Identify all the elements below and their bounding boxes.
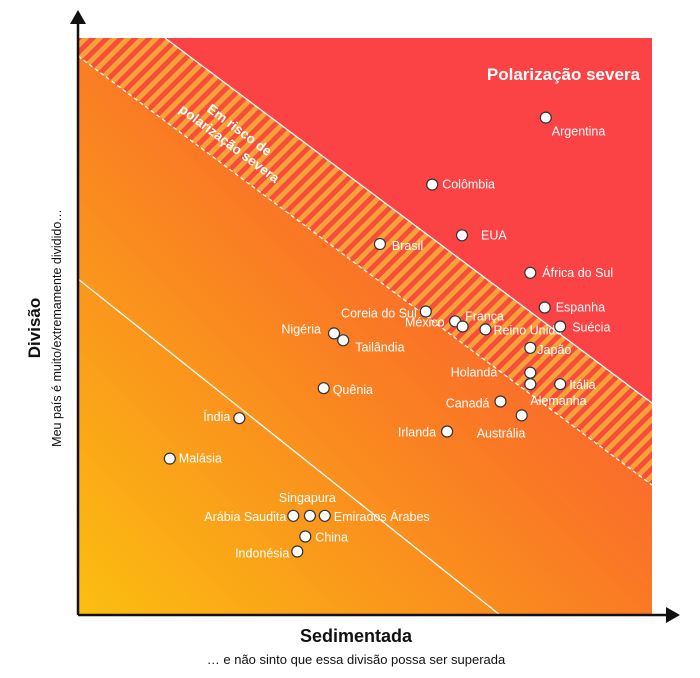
point-marker [287,509,300,522]
point-mexico: México [405,316,469,333]
point-quenia: Quênia [317,382,373,397]
point-suecia: Suécia [554,320,610,335]
point-africa-do-sul: África do Sul [524,265,613,280]
point-marker [554,320,567,333]
point-label: México [405,316,445,330]
point-label: Holanda [451,366,498,380]
point-china: China [299,530,348,545]
point-marker [299,530,312,543]
point-label: Malásia [179,452,222,466]
point-italia: Itália [554,378,596,392]
point-espanha: Espanha [538,301,605,315]
point-india: Índia [203,409,246,425]
x-axis-subtitle: … e não sinto que essa divisão possa ser… [207,652,506,667]
point-label: Brasil [392,239,423,253]
point-marker [426,178,439,191]
point-nigeria: Nigéria [281,322,341,340]
point-irlanda: Irlanda [398,425,454,440]
point-label: Nigéria [281,322,321,336]
point-marker [524,341,537,354]
y-axis-title: Divisão [25,298,44,358]
point-label: EUA [481,228,507,242]
point-colombia: Colômbia [426,178,495,192]
point-label: Espanha [556,301,605,315]
point-marker [479,323,492,336]
point-tailandia: Tailândia [337,334,405,354]
point-marker [303,509,316,522]
risk-band-upper-edge [164,37,653,404]
point-marker [337,334,350,347]
point-indonesia: Indonésia [235,545,304,561]
point-label: Argentina [552,125,606,139]
point-marker [524,366,537,379]
point-marker [318,509,331,522]
point-marker [538,301,551,314]
point-label: Canadá [446,397,490,411]
point-marker [539,111,552,124]
point-marker [291,545,304,558]
point-label: Austrália [477,426,526,440]
point-label: Reino Unido [494,323,563,337]
point-label: Suécia [572,321,610,335]
point-marker [524,378,537,391]
point-label: Itália [569,378,595,392]
point-label: Colômbia [442,178,495,192]
points-layer: Argentina Colômbia EUA Brasil África do Sul E… [163,111,613,561]
point-japao: Japão [524,341,571,357]
point-argentina: Argentina [539,111,606,139]
point-holanda: Holanda [451,366,537,380]
point-marker [554,378,567,391]
point-arabia-saudita: Arábia Saudita [204,509,300,524]
point-label: Quênia [333,383,373,397]
point-singapura: Singapura [279,491,336,522]
point-brasil: Brasil [373,237,423,253]
point-malasia: Malásia [163,452,222,466]
point-emirados-arabes: Emirados Árabes [318,509,430,524]
point-canada: Canadá [446,395,507,411]
point-marker [233,412,246,425]
point-marker [317,382,330,395]
point-franca: França [449,309,504,328]
point-marker [515,409,528,422]
point-label: Indonésia [235,547,289,561]
risk-band [78,38,652,485]
point-marker [373,237,386,251]
point-label: França [465,309,504,323]
axes [70,10,680,623]
point-label: Alemanha [530,394,586,408]
point-marker [524,266,537,279]
x-axis-arrow [666,607,680,623]
point-label: Irlanda [398,426,436,440]
point-reino-unido: Reino Unido [479,323,563,337]
point-label: Arábia Saudita [204,510,286,524]
y-axis-subtitle: Meu país é muito/extremamente dividido… [50,209,64,447]
point-label: China [315,531,348,545]
point-marker [455,229,469,242]
point-label: Emirados Árabes [334,509,430,524]
point-alemanha: Alemanha [524,378,587,408]
risk-band-lower-edge [77,55,653,486]
point-australia: Austrália [477,409,528,440]
point-label: Japão [537,343,571,357]
y-axis-arrow [70,10,86,24]
moderate-threshold-line [77,278,501,616]
point-coreia-do-sul: Coreia do Sul [341,305,432,321]
x-axis-title: Sedimentada [300,626,413,646]
point-eua: EUA [455,228,507,242]
point-marker [419,305,432,318]
point-label: Índia [203,409,230,424]
point-marker [456,320,469,333]
point-label: Coreia do Sul [341,307,417,321]
point-label: Singapura [279,491,336,505]
point-marker [494,395,507,408]
severe-zone-title: Polarização severa [487,65,641,84]
point-marker [441,425,454,438]
point-marker [327,327,341,340]
point-label: África do Sul [542,265,613,280]
point-label: Tailândia [355,340,404,354]
point-marker [163,452,176,465]
